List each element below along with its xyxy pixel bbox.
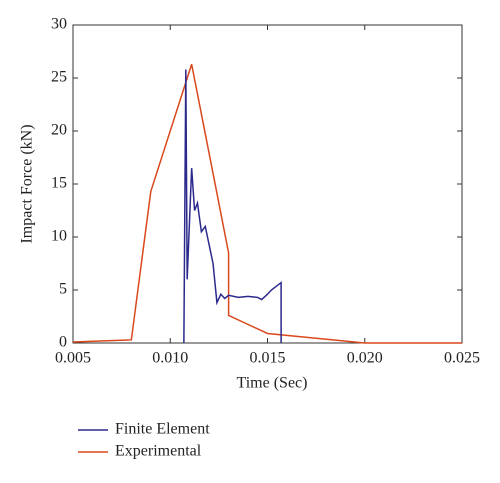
y-tick-label: 30 bbox=[51, 16, 67, 33]
y-tick-label: 20 bbox=[51, 122, 67, 139]
y-tick-label: 0 bbox=[59, 334, 67, 351]
y-tick-label: 5 bbox=[59, 281, 67, 298]
x-tick-label: 0.005 bbox=[55, 350, 91, 367]
x-tick-label: 0.015 bbox=[250, 350, 286, 367]
y-tick-label: 15 bbox=[51, 175, 67, 192]
x-axis-label: Time (Sec) bbox=[237, 375, 308, 392]
y-tick-label: 10 bbox=[51, 228, 67, 245]
legend-label: Experimental bbox=[115, 443, 202, 460]
x-tick-label: 0.020 bbox=[347, 350, 383, 367]
x-tick-label: 0.025 bbox=[444, 350, 480, 367]
y-tick-label: 25 bbox=[51, 69, 67, 86]
plot-frame bbox=[72, 24, 463, 344]
y-axis-label: Impact Force (kN) bbox=[19, 124, 36, 243]
legend-label: Finite Element bbox=[115, 421, 210, 438]
series-line bbox=[183, 69, 282, 344]
x-tick-label: 0.010 bbox=[152, 350, 188, 367]
series-line bbox=[72, 63, 462, 344]
